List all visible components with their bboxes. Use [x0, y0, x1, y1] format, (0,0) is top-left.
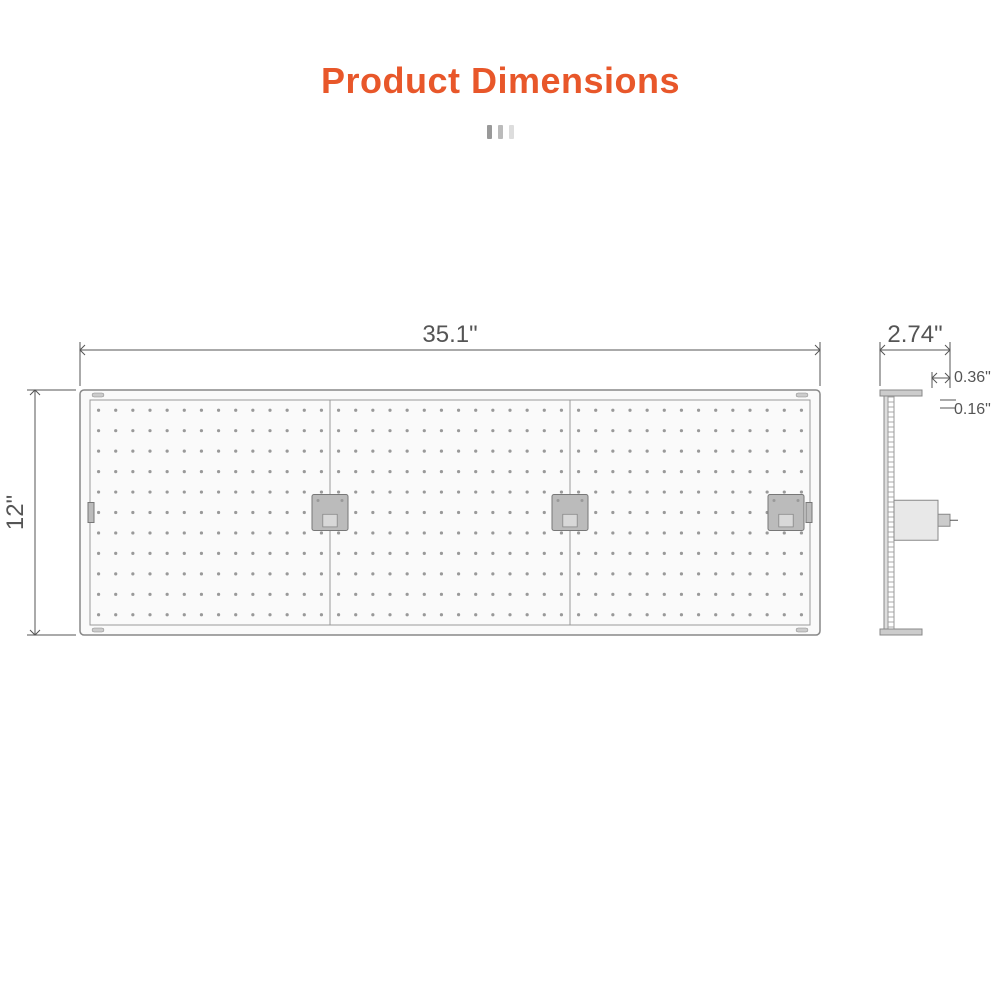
- height-label: 12": [2, 495, 29, 530]
- front-view: 35.1" 12": [2, 321, 820, 635]
- dimension-diagram: 35.1" 12" 2.74" 0.36" 0.16": [0, 0, 1001, 1001]
- thickness-1-label: 0.36": [954, 369, 991, 386]
- thickness-2-label: 0.16": [954, 401, 991, 418]
- side-view: 2.74" 0.36" 0.16": [880, 321, 991, 635]
- depth-label: 2.74": [887, 321, 942, 348]
- width-label: 35.1": [422, 321, 477, 348]
